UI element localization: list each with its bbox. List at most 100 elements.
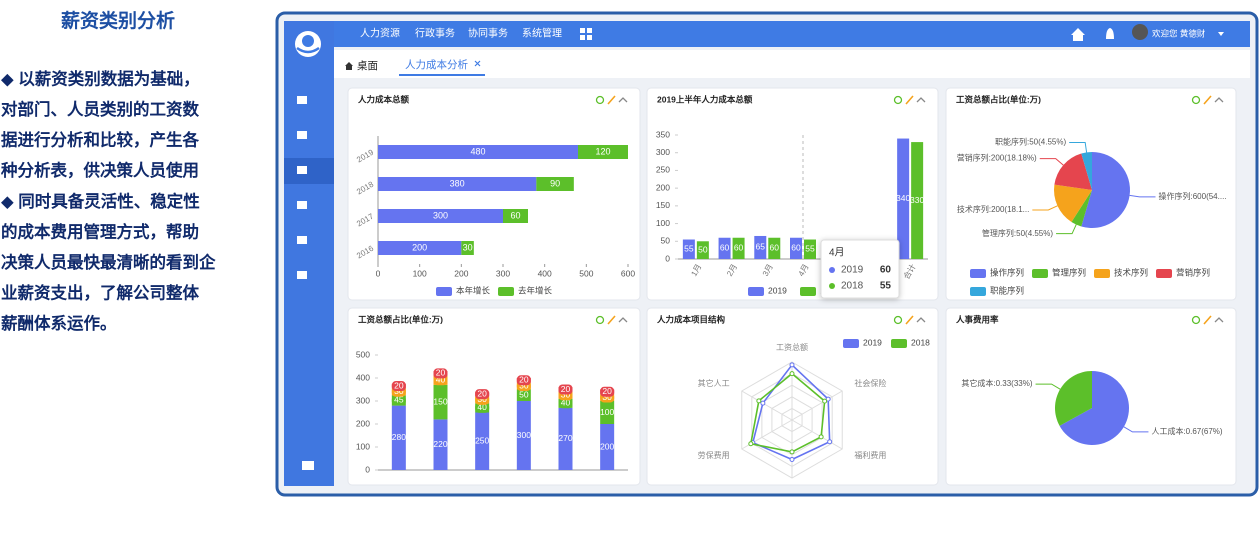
legend-label[interactable]: 去年增长 [518,285,553,295]
bell-icon[interactable] [1106,28,1114,39]
radar-label: 福利费用 [854,450,886,460]
x-tick-label: 600 [621,268,635,278]
legend-label[interactable]: 操作序列 [990,267,1024,277]
sidebar-icon[interactable] [297,201,307,209]
sidebar-icon[interactable] [297,271,307,279]
refresh-icon[interactable] [893,95,903,105]
bar-label: 200 [412,242,427,252]
bar-label: 30 [463,242,473,252]
tab-home-icon [345,62,353,70]
bar-label: 280 [392,432,406,442]
bar-label: 330 [910,195,924,205]
sidebar-icon[interactable] [297,96,307,104]
apps-icon[interactable] [580,35,585,40]
bar-label: 20 [477,388,487,398]
user-caret[interactable] [1218,32,1224,36]
expand-icon[interactable] [1203,315,1212,325]
bar-segment [433,384,448,420]
intro-line: 据进行分析和比较，产生各 [1,130,200,150]
bar [804,239,816,259]
expand-icon[interactable] [607,95,616,105]
nav-item[interactable]: 行政事务 [415,27,455,40]
refresh-icon[interactable] [595,95,605,105]
nav-item[interactable]: 系统管理 [522,27,562,40]
y-tick-label: 0 [665,253,670,263]
bar-label: 65 [756,242,766,252]
bar-segment [600,401,615,424]
bar-label: 55 [805,244,815,254]
legend-swatch [970,269,986,278]
y-tick-label: 0 [365,464,370,474]
bar-label: 55 [684,244,694,254]
bar-label: 100 [600,407,614,417]
sidebar-icon[interactable] [297,166,307,174]
refresh-icon[interactable] [893,315,903,325]
sidebar-icon[interactable] [297,236,307,244]
bar-label: 50 [519,390,529,400]
legend-label[interactable]: 技术序列 [1114,267,1148,277]
radar-point [789,449,795,455]
refresh-icon[interactable] [1191,315,1201,325]
tooltip-title: 4月 [829,247,845,259]
pie-label: 职能序列:50(4.55%) [995,137,1066,147]
radar-point [748,441,754,447]
bar-segment [558,407,573,470]
bar-label: 20 [561,384,571,394]
expand-icon[interactable] [1203,95,1212,105]
top-bar [284,21,1250,47]
tab[interactable]: 桌面 [357,59,378,72]
bar-label: 300 [517,430,531,440]
bar-label: 480 [470,146,485,156]
tab-close[interactable] [474,60,481,67]
sidebar-icon[interactable] [297,131,307,139]
apps-icon[interactable] [580,28,585,33]
legend-label[interactable]: 2019 [863,337,882,347]
tabs: 桌面 人力成本分析 [345,58,485,76]
legend-label[interactable]: 管理序列 [1052,267,1086,277]
collapse-icon[interactable] [916,97,926,103]
tab-active[interactable]: 人力成本分析 [405,58,468,71]
bar-label: 340 [896,193,910,203]
bar [378,209,503,223]
home-icon[interactable] [1071,28,1085,41]
legend-label[interactable]: 2018 [911,337,930,347]
bar-segment [475,412,490,470]
avatar[interactable] [1132,24,1148,40]
collapse-icon[interactable] [1214,97,1224,103]
label-badge [558,384,573,395]
refresh-icon[interactable] [595,315,605,325]
sidebar-icons[interactable] [297,96,314,470]
legend-label[interactable]: 2019 [768,285,787,295]
bar-label: 150 [433,396,447,406]
sidebar-collapse[interactable] [302,461,314,470]
legend-label[interactable]: 营销序列 [1176,267,1210,277]
legend-label[interactable]: 职能序列 [990,285,1024,295]
bar [732,237,745,259]
collapse-icon[interactable] [916,317,926,323]
label-badge [391,381,406,392]
refresh-icon[interactable] [1191,95,1201,105]
expand-icon[interactable] [607,315,616,325]
apps-icon[interactable] [587,28,592,33]
collapse-icon[interactable] [618,317,628,323]
apps-icon[interactable] [587,35,592,40]
expand-icon[interactable] [905,315,914,325]
nav-item[interactable]: 人力资源 [360,27,400,40]
bar-label: 220 [433,439,447,449]
radar-spoke [741,390,793,421]
intro-line: 对部门、人员类别的工资数 [1,99,200,119]
nav-item[interactable]: 协同事务 [468,27,508,40]
collapse-icon[interactable] [1214,317,1224,323]
collapse-icon[interactable] [618,97,628,103]
tooltip-value: 55 [880,281,892,292]
nav-icons[interactable] [580,24,1224,41]
y-tick-label: 200 [356,418,370,428]
pie-slice [1081,152,1130,229]
bar-label: 40 [477,402,487,412]
legend-label[interactable]: 本年增长 [456,285,491,295]
y-tick-label: 300 [356,395,370,405]
panel-title: 2019上半年人力成本总额 [657,94,753,104]
expand-icon[interactable] [905,95,914,105]
pie-label: 其它成本:0.33(33%) [961,378,1032,388]
